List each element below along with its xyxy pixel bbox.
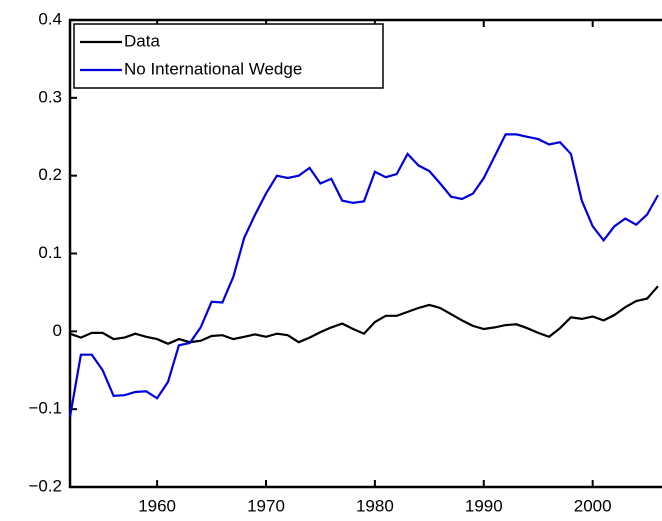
plot-area [68,18,662,489]
y-tick-label: −0.2 [28,476,62,495]
y-tick-label: 0 [53,321,62,340]
series-line [68,133,659,418]
series-line [69,285,659,345]
y-tick-label: 0.1 [38,243,62,262]
legend-label: No International Wedge [124,59,302,78]
y-tick-label: 0.4 [38,9,62,28]
y-tick-label: −0.1 [28,399,62,418]
y-tick-label: 0.3 [38,87,62,106]
x-tick-label: 1960 [138,496,176,515]
y-tick-label: 0.2 [38,165,62,184]
x-tick-label: 1970 [247,496,285,515]
legend-label: Data [124,31,160,50]
x-tick-label: 1980 [356,496,394,515]
legend-box [73,23,384,89]
x-tick-label: 2000 [574,496,612,515]
x-tick-label: 1990 [465,496,503,515]
